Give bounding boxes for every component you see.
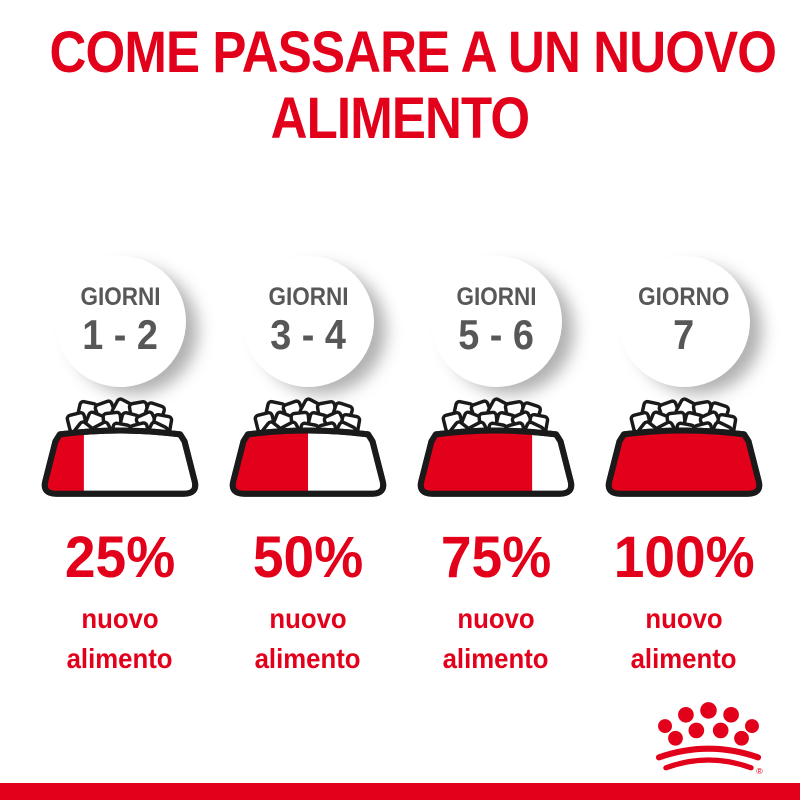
new-food-caption: nuovo alimento — [438, 599, 553, 679]
dog-bowl-icon — [34, 396, 206, 508]
day-badge-label: GIORNI — [267, 283, 349, 312]
transition-step-days-5-6: GIORNI 5 - 6 75% nuovo alimento — [402, 256, 590, 679]
bowl-red-fill — [420, 430, 533, 494]
new-food-percent: 100% — [613, 524, 755, 590]
page-title-line1: COME PASSARE A UN NUOVO — [49, 20, 777, 85]
new-food-caption: nuovo alimento — [250, 599, 365, 679]
day-badge: GIORNI 3 - 4 — [242, 256, 374, 387]
new-food-percent: 75% — [440, 524, 552, 590]
transition-step-days-1-2: GIORNI 1 - 2 25% nuovo alimento — [26, 256, 214, 679]
new-food-caption: nuovo alimento — [626, 599, 741, 679]
caption-line1: nuovo — [645, 602, 723, 634]
day-badge: GIORNI 5 - 6 — [430, 256, 562, 387]
day-badge: GIORNI 1 - 2 — [54, 256, 186, 387]
royal-canin-crown-logo: ® — [655, 702, 763, 776]
transition-steps: GIORNI 1 - 2 25% nuovo alimento GIORNI 3… — [26, 256, 778, 679]
transition-step-day-7: GIORNO 7 100% nuovo alimento — [590, 256, 778, 679]
dog-bowl-icon — [598, 396, 770, 508]
caption-line2: alimento — [67, 642, 173, 674]
dog-bowl-icon — [410, 396, 582, 508]
day-badge-range: 3 - 4 — [270, 311, 346, 359]
day-badge-label: GIORNI — [455, 283, 537, 312]
bowl-red-fill — [608, 430, 760, 494]
day-badge-range: 7 — [673, 311, 695, 359]
day-badge-label: GIORNO — [638, 283, 730, 312]
new-food-caption: nuovo alimento — [62, 599, 177, 679]
new-food-percent: 25% — [64, 524, 176, 590]
caption-line2: alimento — [443, 642, 549, 674]
day-badge: GIORNO 7 — [618, 256, 750, 387]
caption-line1: nuovo — [81, 602, 159, 634]
dog-bowl-icon — [222, 396, 394, 508]
new-food-percent: 50% — [252, 524, 364, 590]
caption-line1: nuovo — [457, 602, 535, 634]
day-badge-label: GIORNI — [79, 283, 161, 312]
transition-step-days-3-4: GIORNI 3 - 4 50% nuovo alimento — [214, 256, 402, 679]
bottom-accent-bar — [0, 783, 800, 800]
registered-mark: ® — [756, 766, 763, 776]
caption-line2: alimento — [631, 642, 737, 674]
page-title-line2: ALIMENTO — [270, 86, 530, 152]
page-title: COME PASSARE A UN NUOVO ALIMENTO — [0, 20, 800, 152]
crown-swoosh-upper — [655, 745, 762, 761]
caption-line1: nuovo — [269, 602, 347, 634]
crown-swoosh-lower — [663, 757, 754, 771]
caption-line2: alimento — [255, 642, 361, 674]
day-badge-range: 1 - 2 — [82, 311, 158, 359]
day-badge-range: 5 - 6 — [458, 311, 534, 359]
